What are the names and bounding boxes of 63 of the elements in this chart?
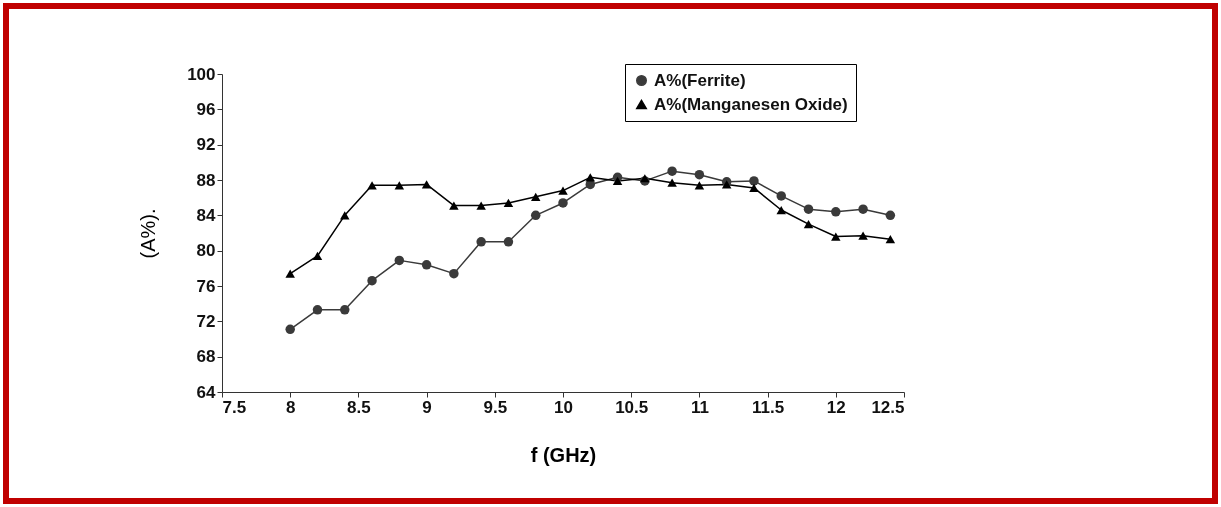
point <box>367 181 377 190</box>
y-tick-label: 96 <box>196 99 216 119</box>
x-tick-label: 9.5 <box>483 397 508 417</box>
point <box>885 210 896 221</box>
point <box>858 204 868 214</box>
x-tick-label: 9 <box>422 397 432 417</box>
point <box>285 269 295 278</box>
point <box>558 186 568 195</box>
point <box>776 191 786 201</box>
point <box>476 237 486 247</box>
y-tick-label: 76 <box>196 276 216 296</box>
point <box>558 198 568 208</box>
y-tick-label: 68 <box>196 347 216 367</box>
point <box>394 255 405 266</box>
x-tick-label: 12.5 <box>871 397 905 417</box>
x-tick-label: 12 <box>826 397 846 417</box>
point <box>749 176 759 186</box>
y-tick-label: 100 <box>187 64 216 84</box>
x-tick-label: 10 <box>554 397 573 417</box>
point <box>312 305 323 315</box>
point <box>694 169 705 180</box>
point <box>503 237 514 247</box>
point <box>858 231 868 240</box>
point <box>667 166 677 176</box>
point <box>340 305 350 315</box>
x-tick-label: 7.5 <box>222 397 247 417</box>
point <box>394 181 405 190</box>
point <box>749 183 759 193</box>
y-tick-label: 72 <box>196 311 216 331</box>
y-tick-label: 84 <box>196 205 217 225</box>
y-tick-label: 80 <box>196 241 216 261</box>
point <box>803 204 814 214</box>
point <box>312 251 323 261</box>
x-tick-label: 11.5 <box>752 397 785 417</box>
point <box>530 192 541 201</box>
point <box>803 220 814 229</box>
point <box>694 181 705 190</box>
x-tick-label: 8.5 <box>347 397 371 417</box>
x-tick-label: 8 <box>285 397 296 417</box>
y-tick-label: 88 <box>196 170 216 190</box>
point <box>667 178 677 187</box>
point <box>831 207 841 217</box>
point <box>421 180 432 189</box>
y-axis-title: (A%). <box>137 208 160 259</box>
legend-label: A%(Manganesen Oxide) <box>654 94 848 114</box>
point <box>449 201 459 210</box>
point <box>421 260 432 270</box>
x-tick-label: 10.5 <box>615 397 649 417</box>
point <box>776 205 786 215</box>
point <box>367 275 377 286</box>
legend-label: A%(Ferrite) <box>654 70 746 90</box>
point <box>612 176 623 185</box>
point <box>831 232 841 241</box>
point <box>449 268 459 279</box>
x-tick-label: 11 <box>690 397 709 417</box>
point <box>530 210 541 221</box>
y-tick-label: 92 <box>196 135 216 155</box>
point <box>285 324 295 335</box>
point <box>476 201 486 210</box>
point <box>503 198 514 208</box>
x-axis-title: f (GHz) <box>530 443 597 466</box>
point <box>885 235 896 244</box>
y-tick-label: 64 <box>196 382 217 402</box>
